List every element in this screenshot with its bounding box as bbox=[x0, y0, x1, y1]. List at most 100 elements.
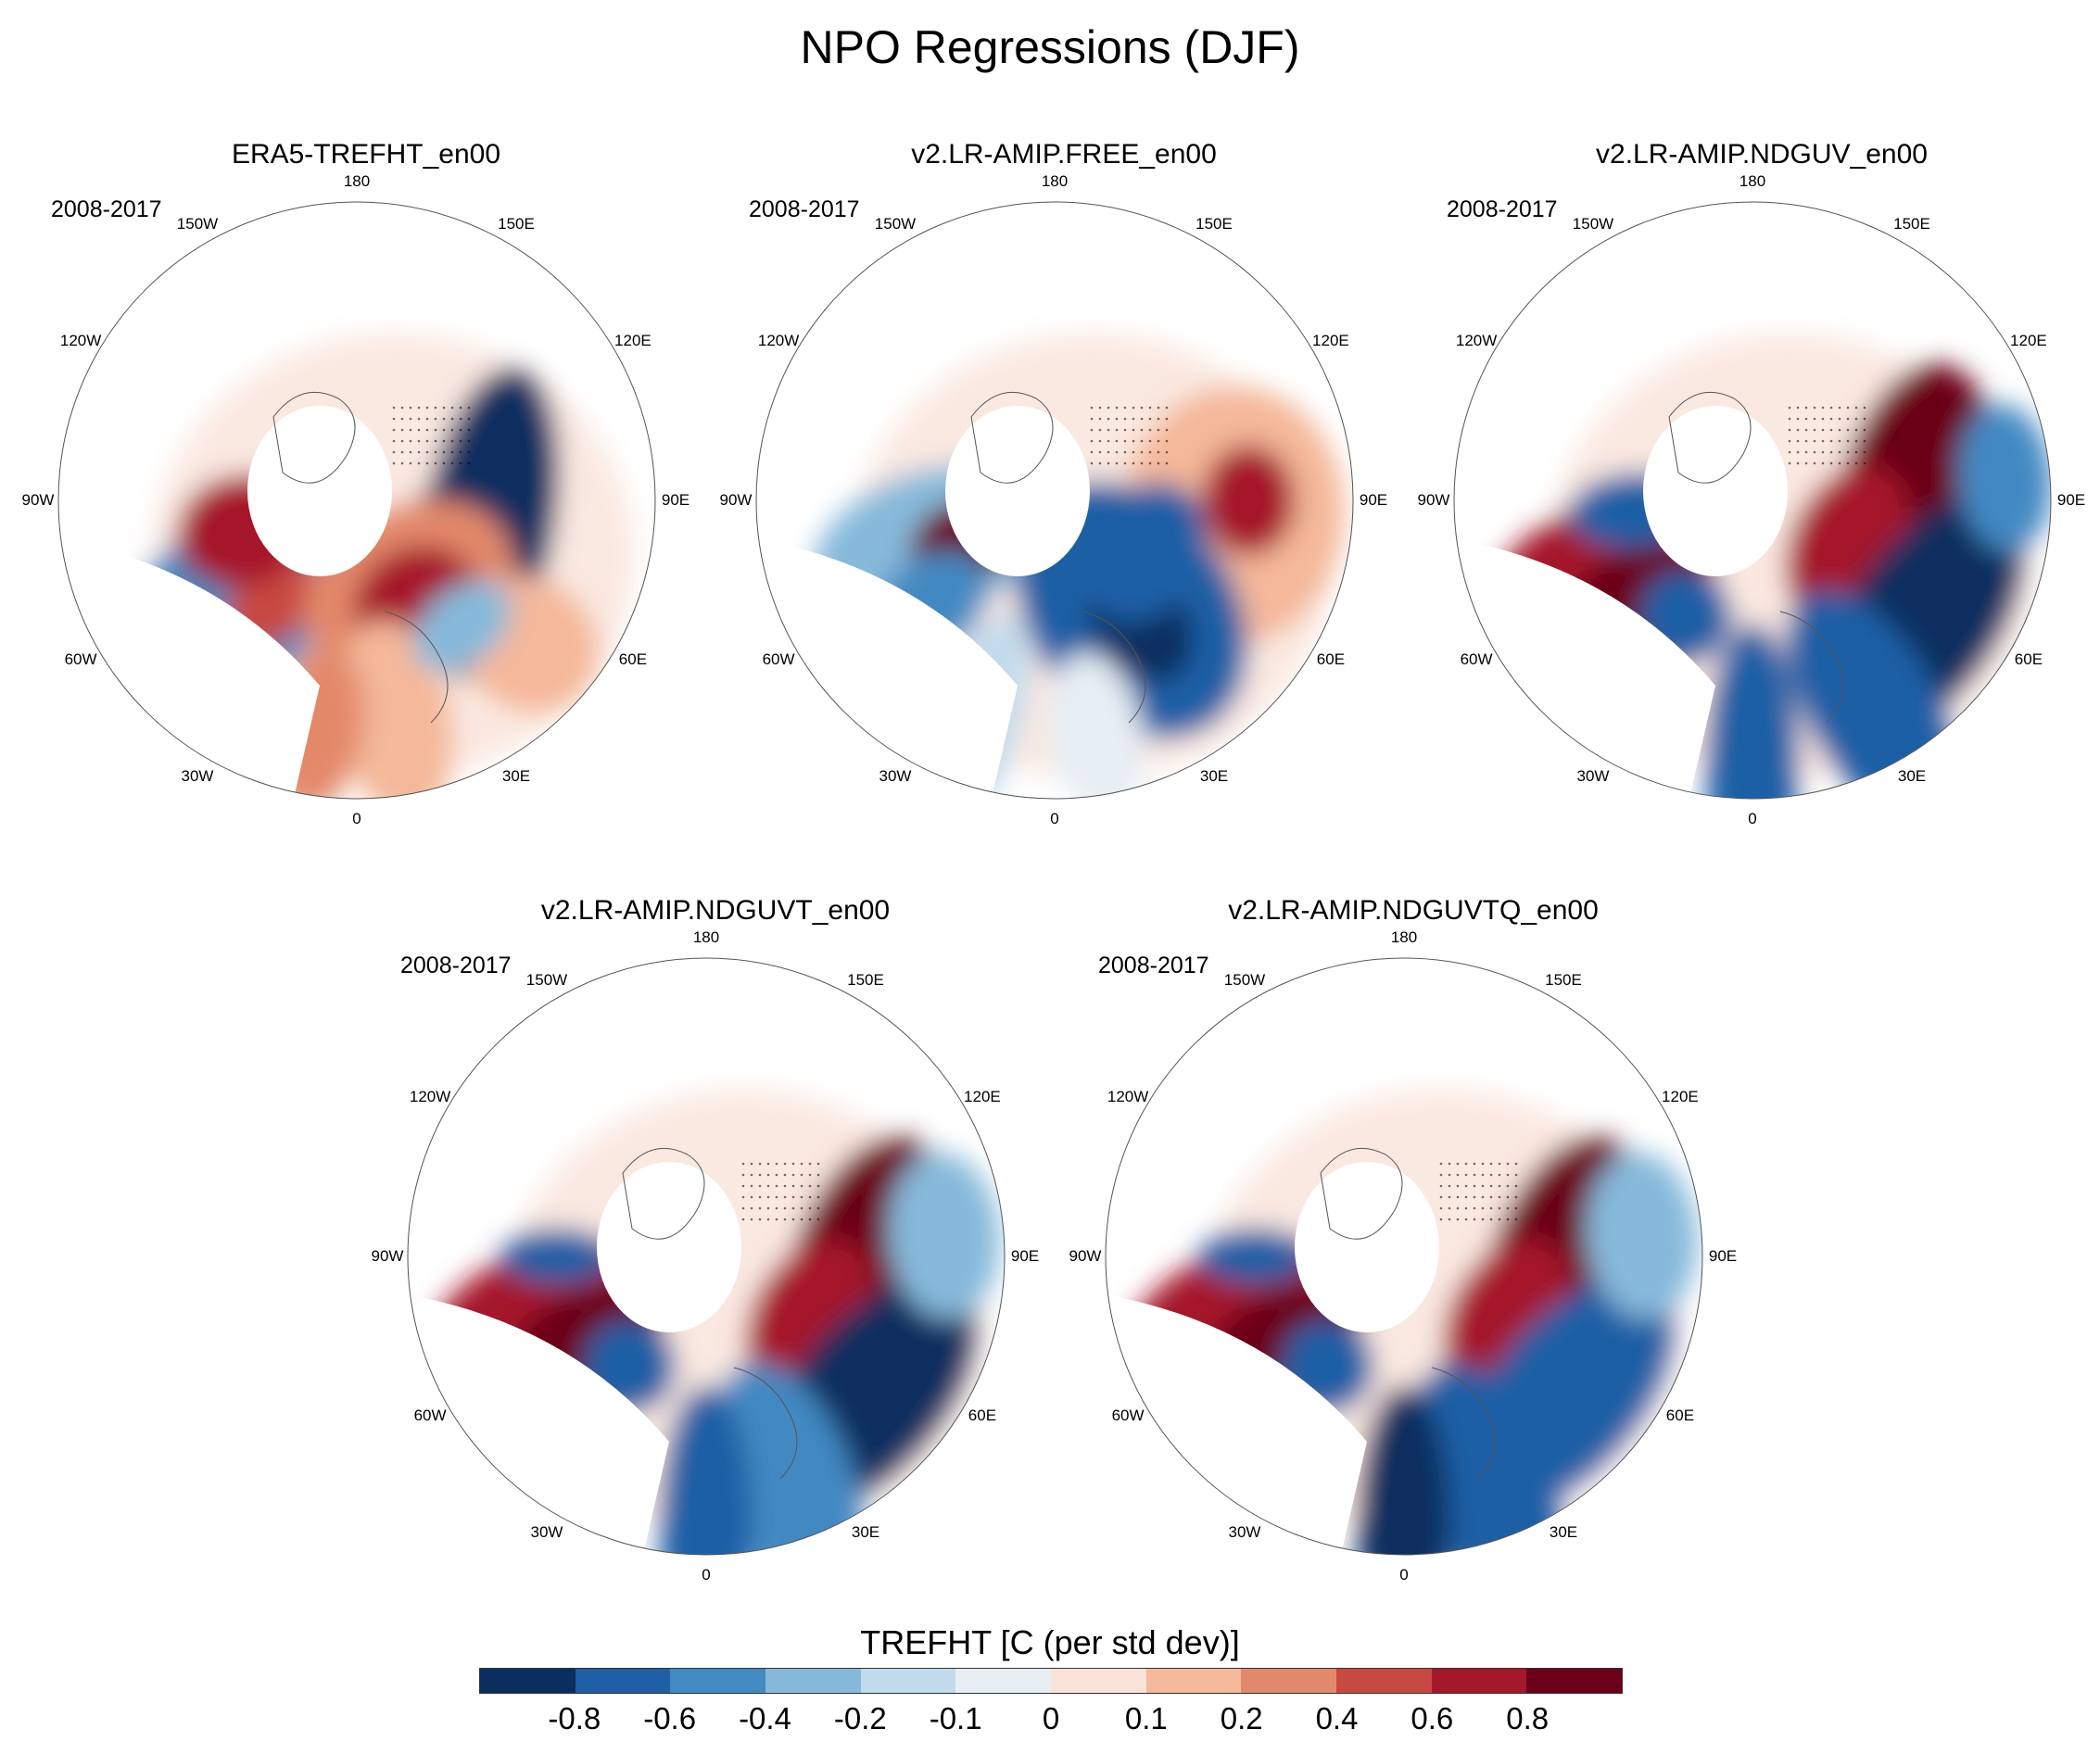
longitude-label: 30W bbox=[530, 1522, 563, 1541]
longitude-label: 90E bbox=[1359, 491, 1388, 509]
longitude-label: 90W bbox=[371, 1247, 404, 1265]
longitude-label: 90W bbox=[1069, 1247, 1102, 1265]
polar-map bbox=[1105, 957, 1703, 1556]
polar-map bbox=[57, 201, 656, 800]
longitude-label: 90W bbox=[1417, 491, 1450, 509]
longitude-label: 60W bbox=[762, 650, 795, 668]
longitude-label: 150E bbox=[498, 215, 535, 233]
anomaly-region bbox=[1199, 1229, 1310, 1284]
longitude-label: 150E bbox=[1195, 215, 1233, 233]
longitude-label: 90W bbox=[719, 491, 753, 509]
polar-map bbox=[1453, 201, 2052, 800]
period-label: 2008-2017 bbox=[51, 196, 162, 222]
colorbar-tick: -0.8 bbox=[548, 1701, 601, 1735]
longitude-label: 30E bbox=[1549, 1522, 1578, 1541]
colorbar-box bbox=[1526, 1669, 1623, 1693]
anomaly-region bbox=[1048, 652, 1145, 799]
longitude-label: 60E bbox=[968, 1407, 997, 1424]
panel-title: v2.LR-AMIP.NDGUVT_en00 bbox=[540, 895, 891, 926]
longitude-label: 30E bbox=[1897, 766, 1927, 785]
longitude-label: 30W bbox=[879, 766, 912, 785]
colorbar-box bbox=[1241, 1669, 1337, 1693]
longitude-label: 120W bbox=[1455, 332, 1498, 349]
longitude-label: 60W bbox=[413, 1407, 447, 1424]
colorbar-box bbox=[1336, 1669, 1432, 1693]
longitude-label: 60E bbox=[618, 650, 648, 668]
colorbar-tick: 0.4 bbox=[1315, 1701, 1359, 1735]
longitude-label: 150E bbox=[1545, 971, 1582, 990]
colorbar-title: TREFHT [C (per std dev)] bbox=[860, 1623, 1240, 1661]
longitude-label: 30W bbox=[181, 766, 214, 785]
anomaly-region bbox=[888, 1152, 1000, 1319]
period-label: 2008-2017 bbox=[1447, 196, 1558, 222]
colorbar-tick: 0.2 bbox=[1220, 1701, 1263, 1735]
longitude-label: 120W bbox=[409, 1088, 451, 1105]
colorbar-tick: 0.8 bbox=[1506, 1701, 1550, 1735]
period-label: 2008-2017 bbox=[1098, 953, 1209, 978]
longitude-label: 30E bbox=[851, 1522, 880, 1541]
longitude-label: 0 bbox=[702, 1566, 711, 1584]
longitude-label: 0 bbox=[1748, 810, 1757, 827]
anomaly-region bbox=[1958, 404, 2051, 552]
longitude-label: 30W bbox=[1576, 766, 1610, 785]
period-label: 2008-2017 bbox=[400, 953, 512, 978]
anomaly-region bbox=[1358, 1385, 1450, 1555]
longitude-label: 180 bbox=[1739, 172, 1766, 190]
colorbar-box bbox=[1051, 1669, 1146, 1693]
longitude-label: 150W bbox=[874, 215, 917, 233]
longitude-label: 150W bbox=[176, 215, 219, 233]
longitude-label: 120W bbox=[1107, 1088, 1149, 1105]
longitude-label: 90E bbox=[1010, 1247, 1040, 1265]
longitude-label: 120E bbox=[2010, 332, 2047, 349]
longitude-label: 120E bbox=[614, 332, 652, 349]
colorbar-tick: -0.2 bbox=[833, 1701, 887, 1735]
longitude-label: 120E bbox=[1662, 1088, 1699, 1105]
anomaly-region bbox=[1202, 445, 1296, 556]
longitude-label: 0 bbox=[352, 810, 361, 827]
anomaly-region bbox=[1586, 1152, 1698, 1319]
longitude-label: 30E bbox=[501, 766, 531, 785]
map-panel: v2.LR-AMIP.NDGUV_en00 2008-2017 180 150E 120… bbox=[1410, 139, 2100, 862]
longitude-label: 0 bbox=[1399, 1566, 1409, 1584]
panel-title: ERA5-TREFHT_en00 bbox=[231, 139, 501, 170]
map-panel: ERA5-TREFHT_en00 2008-2017 180 150E 120E 90E 6… bbox=[14, 139, 718, 862]
longitude-label: 150W bbox=[525, 971, 568, 990]
longitude-label: 90E bbox=[661, 491, 690, 509]
longitude-label: 120E bbox=[1312, 332, 1349, 349]
longitude-label: 60E bbox=[1665, 1407, 1695, 1424]
colorbar-tick: -0.4 bbox=[739, 1701, 791, 1735]
colorbar bbox=[479, 1668, 1623, 1694]
anomaly-region bbox=[413, 580, 512, 672]
polar-map bbox=[755, 201, 1354, 800]
colorbar-box bbox=[955, 1669, 1052, 1693]
longitude-label: 150E bbox=[1893, 215, 1930, 233]
longitude-label: 120W bbox=[59, 332, 102, 349]
panel-title: v2.LR-AMIP.NDGUVTQ_en00 bbox=[1228, 895, 1599, 926]
longitude-label: 180 bbox=[692, 928, 720, 946]
map-panel: v2.LR-AMIP.NDGUVT_en00 2008-2017 180 150E 12… bbox=[363, 895, 1068, 1618]
panel-title: v2.LR-AMIP.FREE_en00 bbox=[911, 139, 1217, 170]
longitude-label: 150W bbox=[1223, 971, 1266, 990]
map-panel: v2.LR-AMIP.NDGUVTQ_en00 2008-2017 180 150E 1… bbox=[1061, 895, 1765, 1618]
longitude-label: 150W bbox=[1572, 215, 1614, 233]
longitude-label: 90E bbox=[2056, 491, 2086, 509]
colorbar-tick: 0.1 bbox=[1124, 1701, 1168, 1735]
longitude-label: 30W bbox=[1228, 1522, 1261, 1541]
longitude-label: 120E bbox=[964, 1088, 1001, 1105]
longitude-label: 90E bbox=[1708, 1247, 1738, 1265]
anomaly-region bbox=[337, 620, 454, 799]
longitude-label: 120W bbox=[757, 332, 800, 349]
colorbar-tick: -0.6 bbox=[643, 1701, 697, 1735]
polar-map bbox=[407, 957, 1006, 1556]
colorbar-box bbox=[765, 1669, 861, 1693]
colorbar-box bbox=[1145, 1669, 1242, 1693]
anomaly-region bbox=[1706, 624, 1799, 799]
period-label: 2008-2017 bbox=[749, 196, 860, 222]
colorbar-box bbox=[860, 1669, 956, 1693]
colorbar-tick: 0.6 bbox=[1411, 1701, 1454, 1735]
longitude-label: 60W bbox=[1460, 650, 1493, 668]
colorbar-box bbox=[480, 1669, 576, 1693]
map-panel: v2.LR-AMIP.FREE_en00 2008-2017 180 150E 120E… bbox=[712, 139, 1416, 862]
colorbar-box bbox=[575, 1669, 671, 1693]
anomaly-region bbox=[660, 1385, 753, 1555]
